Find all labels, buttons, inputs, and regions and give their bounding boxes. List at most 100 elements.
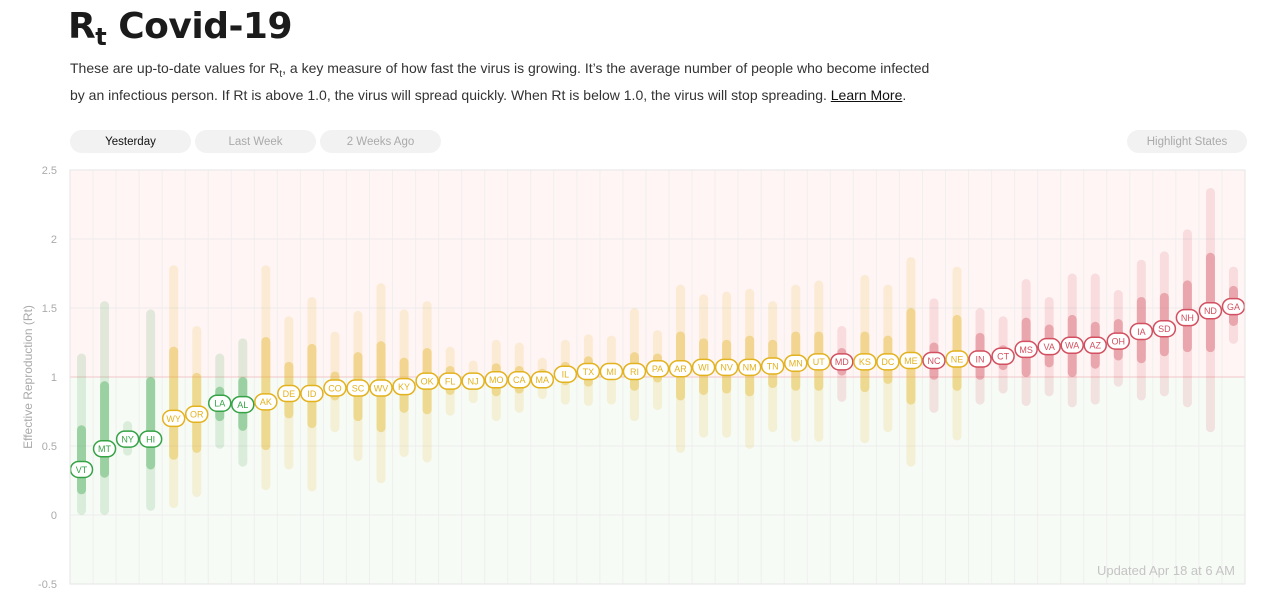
state-label-tn: TN <box>767 361 779 371</box>
y-tick-label: 1.5 <box>42 303 57 315</box>
ci50-bar-vt <box>77 425 87 495</box>
state-label-me: ME <box>904 356 918 366</box>
description-end: . <box>902 86 907 103</box>
y-tick-label: 2 <box>51 234 57 246</box>
point-ma <box>530 371 555 389</box>
ci50-bar-mt <box>100 381 110 478</box>
state-label-ky: KY <box>398 382 410 392</box>
state-label-sd: SD <box>1158 324 1171 334</box>
state-label-oh: OH <box>1112 337 1126 347</box>
y-axis-label: Effective Reproduction (Rt) <box>21 305 35 449</box>
point-ky <box>392 377 416 396</box>
point-mi <box>599 362 624 381</box>
state-label-wa: WA <box>1065 341 1079 351</box>
page-description: These are up-to-date values for Rt, a ke… <box>70 58 940 106</box>
state-label-wi: WI <box>698 363 709 373</box>
point-ct <box>991 347 1015 366</box>
state-label-id: ID <box>307 389 317 399</box>
state-label-nv: NV <box>720 363 733 373</box>
ci50-bar-wy <box>169 346 179 460</box>
y-tick-label: 0.5 <box>42 441 57 453</box>
title-r: R <box>68 6 96 47</box>
state-label-pa: PA <box>652 364 663 374</box>
point-ks <box>853 353 877 371</box>
point-ri <box>622 362 647 381</box>
point-oh <box>1106 332 1131 350</box>
state-label-il: IL <box>562 370 570 380</box>
tab-last-week[interactable]: Last Week <box>195 130 316 153</box>
point-me <box>899 351 923 370</box>
state-label-va: VA <box>1043 342 1054 352</box>
state-label-nh: NH <box>1181 313 1194 323</box>
point-dc <box>876 353 900 371</box>
point-fl <box>438 372 462 390</box>
point-il <box>553 365 578 383</box>
page-title: Rt Covid-19 <box>68 6 293 51</box>
point-nj <box>461 372 485 390</box>
description-text-2: , a key measure of how fast the virus is… <box>70 60 930 103</box>
point-nd <box>1198 302 1223 320</box>
state-label-fl: FL <box>445 377 456 387</box>
highlight-states-button[interactable]: Highlight States <box>1127 130 1247 153</box>
point-ak <box>254 393 278 411</box>
point-ar <box>668 359 693 378</box>
ci90-bar-hi <box>146 309 156 511</box>
state-label-ut: UT <box>813 357 825 367</box>
description-subscript: t <box>279 68 283 80</box>
state-label-de: DE <box>283 389 296 399</box>
point-va <box>1037 337 1061 356</box>
state-label-ga: GA <box>1227 302 1240 312</box>
point-ut <box>807 353 831 371</box>
state-label-nd: ND <box>1204 306 1217 316</box>
point-in <box>968 350 992 368</box>
tab-yesterday[interactable]: Yesterday <box>70 130 191 153</box>
point-mo <box>484 371 508 389</box>
point-md <box>830 353 854 371</box>
state-label-wy: WY <box>166 414 181 424</box>
state-label-in: IN <box>976 354 985 364</box>
point-ok <box>415 372 439 390</box>
point-nh <box>1175 308 1200 327</box>
state-label-ca: CA <box>513 375 526 385</box>
state-label-nm: NM <box>743 363 757 373</box>
point-tn <box>760 357 785 375</box>
state-label-az: AZ <box>1089 341 1101 351</box>
point-ia <box>1129 322 1154 341</box>
state-label-ak: AK <box>260 397 272 407</box>
point-pa <box>645 359 670 378</box>
ci90-bar-mt <box>100 301 110 515</box>
plot-frame <box>69 169 1246 585</box>
state-label-ks: KS <box>859 357 871 367</box>
point-ca <box>507 371 532 389</box>
point-az <box>1083 336 1107 355</box>
state-label-wv: WV <box>374 383 389 393</box>
point-ny <box>115 430 140 448</box>
state-label-dc: DC <box>881 357 894 367</box>
state-label-or: OR <box>190 410 204 420</box>
state-label-tx: TX <box>583 367 595 377</box>
title-text: Covid-19 <box>106 6 293 47</box>
point-nc <box>922 351 946 370</box>
state-label-nc: NC <box>927 356 940 366</box>
point-sc <box>346 379 370 397</box>
point-wv <box>369 379 393 397</box>
learn-more-link[interactable]: Learn More <box>830 86 903 103</box>
state-label-ok: OK <box>421 377 434 387</box>
state-label-ct: CT <box>997 352 1009 362</box>
state-label-ar: AR <box>674 364 687 374</box>
state-label-ma: MA <box>536 375 550 385</box>
point-nm <box>737 358 762 377</box>
point-de <box>277 384 301 403</box>
tab-two-weeks-ago[interactable]: 2 Weeks Ago <box>320 130 441 153</box>
y-tick-label: 1 <box>51 372 57 384</box>
y-tick-label: 0 <box>51 510 57 522</box>
y-tick-label: -0.5 <box>38 579 57 591</box>
state-label-md: MD <box>835 357 849 367</box>
point-nv <box>714 358 739 377</box>
state-label-mo: MO <box>489 375 504 385</box>
point-or <box>184 405 209 424</box>
point-wa <box>1060 336 1084 355</box>
point-tx <box>576 362 601 381</box>
point-ga <box>1221 297 1246 316</box>
